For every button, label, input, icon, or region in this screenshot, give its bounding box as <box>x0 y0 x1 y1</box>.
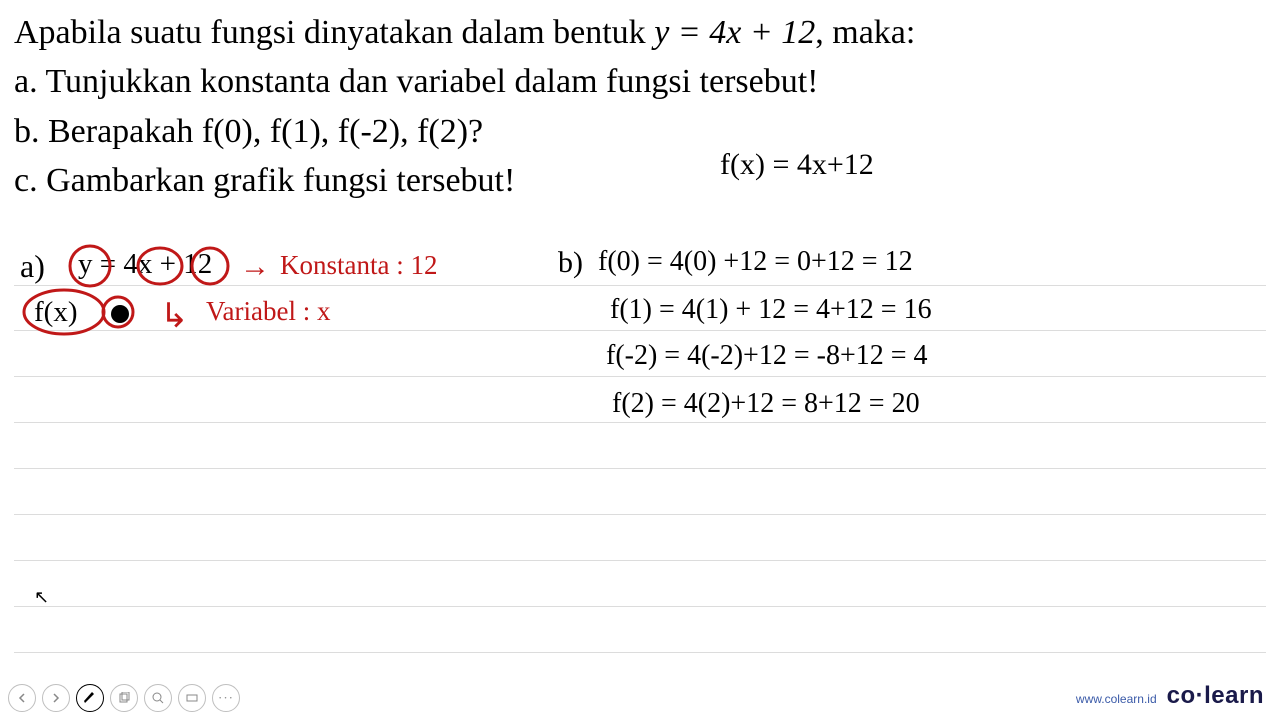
next-button[interactable] <box>42 684 70 712</box>
rule-line <box>14 330 1266 331</box>
hw-fx-def: f(x) = 4x+12 <box>720 148 874 182</box>
footer-url: www.colearn.id <box>1076 692 1157 706</box>
hw-a-fx: f(x) <box>34 296 77 329</box>
arrow-icon: → <box>240 250 270 284</box>
pen-icon <box>83 691 97 705</box>
question-part-c: c. Gambarkan grafik fungsi tersebut! <box>14 156 1266 205</box>
hw-konstanta: Konstanta : 12 <box>280 250 437 281</box>
rule-line <box>14 652 1266 653</box>
footer-logo: co·learn <box>1167 682 1264 710</box>
hw-b-label: b) <box>558 246 583 280</box>
more-icon: ··· <box>218 690 234 706</box>
copy-button[interactable] <box>110 684 138 712</box>
question-part-a: a. Tunjukkan konstanta dan variabel dala… <box>14 57 1266 106</box>
search-button[interactable] <box>144 684 172 712</box>
hw-b-line3: f(-2) = 4(-2)+12 = -8+12 = 4 <box>606 340 928 372</box>
dot-icon <box>108 300 138 330</box>
hw-a-label: a) <box>20 248 45 285</box>
rule-line <box>14 514 1266 515</box>
cursor-icon: ↖ <box>34 587 49 608</box>
chevron-left-icon <box>17 693 27 703</box>
question-line-1: Apabila suatu fungsi dinyatakan dalam be… <box>14 8 1266 57</box>
hook-arrow-icon: ↳ <box>160 296 189 336</box>
search-icon <box>152 692 164 704</box>
rule-line <box>14 376 1266 377</box>
pen-button[interactable] <box>76 684 104 712</box>
rule-line <box>14 468 1266 469</box>
more-button[interactable]: ··· <box>212 684 240 712</box>
toolbar: ··· <box>8 684 240 712</box>
chevron-right-icon <box>51 693 61 703</box>
copy-icon <box>118 692 130 704</box>
prev-button[interactable] <box>8 684 36 712</box>
hw-a-eq: y = 4x + 12 <box>78 248 212 281</box>
hw-b-line2: f(1) = 4(1) + 12 = 4+12 = 16 <box>610 294 932 326</box>
rule-line <box>14 285 1266 286</box>
layers-icon <box>186 692 198 704</box>
layers-button[interactable] <box>178 684 206 712</box>
footer-brand: www.colearn.id co·learn <box>1076 682 1264 710</box>
hw-variabel: Variabel : x <box>206 296 330 327</box>
rule-line <box>14 560 1266 561</box>
hw-b-line1: f(0) = 4(0) +12 = 0+12 = 12 <box>598 246 913 278</box>
rule-line <box>14 606 1266 607</box>
question-part-b: b. Berapakah f(0), f(1), f(-2), f(2)? <box>14 107 1266 156</box>
hw-b-line4: f(2) = 4(2)+12 = 8+12 = 20 <box>612 388 920 420</box>
rule-line <box>14 422 1266 423</box>
